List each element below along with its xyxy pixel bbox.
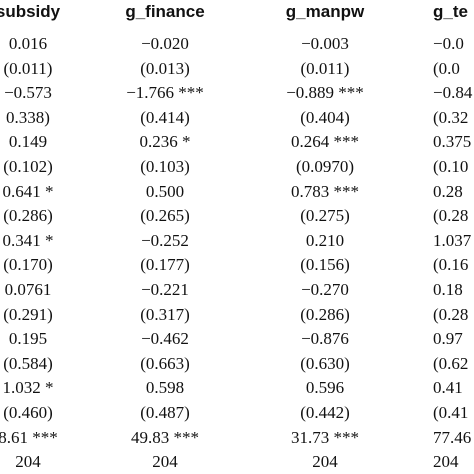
table-cell: (0.011) — [300, 58, 350, 78]
table-cell: −0.252 — [141, 230, 189, 250]
table-cell: −0.573 — [4, 83, 52, 103]
table-cell: −0.84 — [433, 83, 473, 103]
table-cell: −0.221 — [141, 280, 189, 299]
table-cell: (0.156) — [300, 255, 350, 275]
table-cell: (0.404) — [300, 107, 350, 127]
table-cell: −1.766 *** — [126, 83, 204, 103]
table-cell: (0.291) — [3, 304, 53, 324]
table-cell: −0.270 — [301, 280, 349, 299]
table-cell: 0.375 — [433, 132, 472, 152]
table-cell: (0.286) — [3, 206, 53, 226]
table-cell: −0.462 — [141, 329, 189, 349]
table-cell: −0.889 *** — [286, 83, 364, 103]
table-cell: (0.62 — [433, 353, 469, 373]
table-cell: −0.020 — [141, 34, 189, 53]
table-cell: 204 — [152, 452, 178, 472]
table-cell: −0.003 — [301, 34, 349, 53]
table-cell: 0.341 * — [2, 230, 54, 250]
table-cell: −0.876 — [301, 329, 349, 349]
table-cell: 0.500 — [145, 181, 185, 201]
table-cell: 0.41 — [433, 378, 463, 398]
table-cell: (0.013) — [140, 58, 190, 78]
table-cell: −0.0 — [433, 34, 464, 53]
table-cell: (0.584) — [3, 353, 53, 373]
table-cell: (0.011) — [3, 58, 53, 78]
table-cell: 0.783 *** — [291, 181, 359, 201]
table-cell: (0.663) — [140, 353, 190, 373]
table-cell: (0.41 — [433, 403, 469, 422]
table-cell: (0.265) — [140, 206, 190, 226]
table-cell: 1.032 * — [2, 378, 54, 398]
table-cell: (0.487) — [140, 403, 190, 422]
table-cell: (0.103) — [140, 157, 190, 176]
table-cell: 0.641 * — [2, 181, 54, 201]
table-cell: (0.460) — [3, 403, 53, 422]
column-header: g_manpw — [285, 2, 365, 21]
table-cell: 0.596 — [305, 378, 345, 398]
table-cell: 0.28 — [433, 181, 463, 201]
column-header: g_finance — [125, 2, 205, 21]
table-cell: (0.170) — [3, 255, 53, 275]
table-cell: 1.037 — [433, 230, 472, 250]
table-cell: (0.414) — [140, 107, 190, 127]
table-cell: (0.286) — [300, 304, 350, 324]
table-cell: 0.016 — [8, 34, 48, 53]
table-cell: 204 — [433, 452, 459, 472]
table-cell: (0.177) — [140, 255, 190, 275]
column-header: subsidy — [0, 2, 61, 21]
table-cell: 31.73 *** — [291, 427, 359, 447]
table-cell: (0.28 — [433, 304, 469, 324]
table-cell: 0.264 *** — [291, 132, 359, 152]
table-cell: 0.0761 — [4, 280, 52, 299]
table-cell: (0.10 — [433, 157, 469, 176]
table-cell: 0.97 — [433, 329, 463, 349]
table-cell: (0.0 — [433, 58, 460, 78]
table-cell: (0.317) — [140, 304, 190, 324]
table-cell: 0.236 * — [139, 132, 191, 152]
table-cell: 0.338) — [6, 107, 50, 127]
table-cell: 49.83 *** — [131, 427, 199, 447]
table-cell: (0.275) — [300, 206, 350, 226]
table-cell: 8.61 *** — [0, 427, 58, 447]
table-cell: 0.598 — [145, 378, 185, 398]
table-cell: 0.18 — [433, 280, 463, 299]
column-header: g_te — [433, 2, 468, 21]
table-cell: 0.149 — [8, 132, 48, 152]
table-cell: (0.28 — [433, 206, 469, 226]
table-cell: (0.32 — [433, 107, 469, 127]
table-cell: (0.630) — [300, 353, 350, 373]
table-cell: 0.210 — [305, 230, 345, 250]
table-cell: (0.16 — [433, 255, 469, 275]
table-cell: 204 — [15, 452, 41, 472]
table-cell: 204 — [312, 452, 338, 472]
table-cell: (0.0970) — [295, 157, 355, 176]
table-cell: 0.195 — [8, 329, 48, 349]
table-cell: (0.102) — [3, 157, 53, 176]
table-cell: (0.442) — [300, 403, 350, 422]
table-cell: 77.46 — [433, 427, 472, 447]
